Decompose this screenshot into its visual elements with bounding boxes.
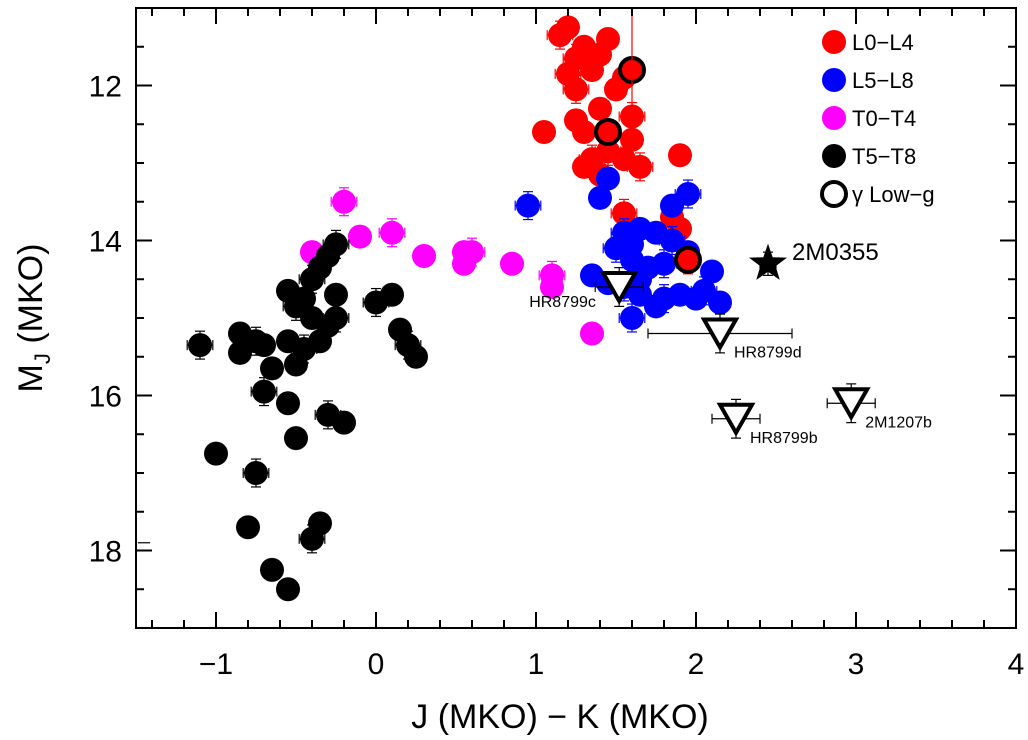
data-point	[580, 58, 604, 82]
data-point	[700, 259, 724, 284]
data-point	[572, 154, 596, 179]
data-point	[380, 282, 404, 307]
annotation-label: 2M1207b	[865, 414, 932, 431]
data-point	[380, 220, 404, 245]
annotation-label: 2M0355	[792, 239, 879, 266]
data-point	[676, 182, 700, 206]
legend-label: L5−L8	[852, 68, 914, 93]
data-point	[412, 244, 436, 268]
legend-entry: T0−T4	[822, 106, 916, 131]
y-tick-label: 14	[89, 226, 122, 259]
legend-marker	[822, 106, 846, 130]
legend: L0−L4 L5−L8 T0−T4 T5−T8 γ Low−g	[820, 30, 935, 208]
data-point	[516, 193, 540, 218]
legend-marker	[822, 30, 846, 54]
x-tick-label: 3	[848, 648, 865, 681]
legend-label: L0−L4	[852, 30, 914, 55]
data-point	[572, 120, 596, 144]
data-point	[500, 251, 524, 276]
low-g-point	[594, 118, 622, 146]
data-point	[588, 96, 612, 121]
data-point	[580, 321, 604, 346]
data-point	[276, 577, 300, 602]
data-point	[604, 77, 628, 102]
data-point	[332, 410, 356, 435]
annotation-triangle	[599, 271, 639, 306]
data-point	[452, 251, 476, 276]
data-point	[652, 251, 676, 276]
legend-entry: γ Low−g	[820, 180, 935, 208]
data-point	[188, 333, 212, 358]
x-tick-label: 0	[368, 648, 385, 681]
legend-entry: L5−L8	[822, 68, 914, 93]
data-point	[228, 340, 252, 365]
y-tick-label: 18	[89, 536, 122, 569]
x-tick-label: −1	[199, 648, 233, 681]
data-point	[348, 224, 372, 249]
y-tick-label: 16	[89, 381, 122, 414]
x-tick-label: 1	[528, 648, 545, 681]
data-point	[532, 120, 556, 144]
x-tick-label: 4	[1008, 648, 1025, 681]
data-point	[228, 321, 252, 346]
data-point	[620, 306, 644, 330]
legend-label: T0−T4	[852, 106, 916, 131]
annotation-label: HR8799b	[750, 430, 818, 447]
annotation-label: HR8799c	[529, 294, 596, 311]
annotation-triangle	[716, 402, 756, 437]
legend-marker	[822, 144, 846, 168]
legend-marker	[820, 180, 848, 208]
data-point	[236, 515, 260, 540]
y-axis-label-rest: (MKO)	[12, 244, 50, 354]
data-point	[404, 344, 428, 369]
data-point	[204, 441, 228, 466]
legend-entry: L0−L4	[822, 30, 914, 55]
y-axis-label-main: M	[12, 364, 50, 392]
data-point	[324, 306, 348, 330]
data-point	[244, 461, 268, 485]
data-point	[596, 166, 620, 191]
annotation-triangle	[700, 317, 740, 352]
data-point	[284, 426, 308, 451]
data-point	[300, 526, 324, 551]
x-axis-label: J (MKO) − K (MKO)	[411, 698, 709, 736]
y-axis-label: MJ (MKO)	[12, 244, 55, 393]
annotation-label: HR8799d	[734, 345, 802, 362]
data-point	[276, 391, 300, 416]
data-point	[260, 557, 284, 582]
y-tick-label: 12	[89, 71, 122, 104]
low-g-point	[674, 245, 702, 274]
legend-label: T5−T8	[852, 144, 916, 169]
data-point	[252, 379, 276, 404]
legend-marker	[822, 68, 846, 92]
data-point	[556, 15, 580, 40]
y-axis-label-sub: J	[30, 353, 55, 364]
data-point	[612, 201, 636, 226]
data-point	[300, 267, 324, 292]
data-point	[708, 290, 732, 315]
data-point	[668, 143, 692, 168]
plot-area: 2M0355 HR8799c HR8799d HR8799b 2M1207b	[138, 7, 932, 602]
legend-entry: T5−T8	[822, 144, 916, 169]
legend-label: γ Low−g	[852, 182, 935, 207]
data-point	[564, 77, 588, 102]
x-tick-label: 2	[688, 648, 705, 681]
data-point	[324, 282, 348, 307]
data-point	[276, 329, 300, 354]
data-point	[260, 356, 284, 381]
data-point	[620, 127, 644, 152]
data-point	[284, 352, 308, 377]
data-point	[588, 185, 612, 210]
annotation-star	[749, 243, 787, 280]
data-point	[540, 275, 564, 299]
data-point	[332, 189, 356, 214]
data-point	[628, 154, 652, 179]
annotation-triangle	[831, 387, 871, 422]
